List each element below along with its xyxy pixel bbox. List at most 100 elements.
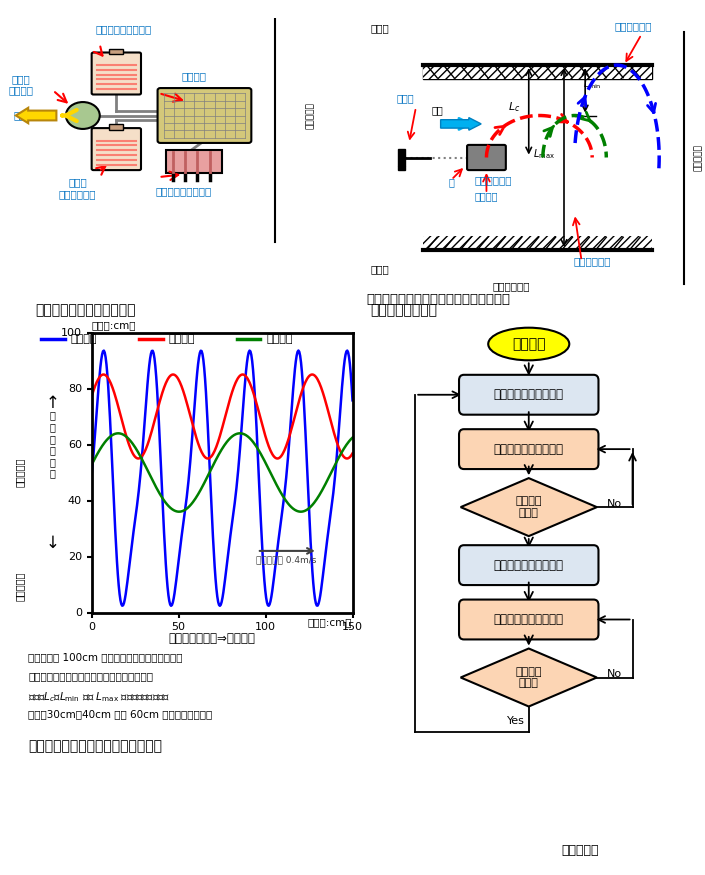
両岸制御 <box>243 358 251 368</box>
Text: $L_{\mathrm{max}}$: $L_{\mathrm{max}}$ <box>533 148 556 161</box>
Text: ロープ: ロープ <box>396 94 415 103</box>
Text: 図３　模型実験による模型の軌道例: 図３ 模型実験による模型の軌道例 <box>28 739 162 753</box>
中央制御 <box>235 428 244 438</box>
Text: 図２　制御の方式: 図２ 制御の方式 <box>370 304 437 318</box>
片岸制御 <box>248 384 257 395</box>
両岸制御 <box>248 356 257 367</box>
Text: （単位:cm）: （単位:cm） <box>92 320 136 330</box>
Text: サーボ
モーター: サーボ モーター <box>8 74 34 95</box>
中央制御 <box>244 431 252 442</box>
Text: 水
路
横
断
方
向: 水 路 横 断 方 向 <box>50 410 56 479</box>
Text: グラフは、模型の中心の移動を示す。: グラフは、模型の中心の移動を示す。 <box>28 671 153 681</box>
Text: （下流側）: （下流側） <box>306 102 314 129</box>
Text: 「片岸制御」: 「片岸制御」 <box>474 175 513 185</box>
FancyBboxPatch shape <box>459 599 599 640</box>
Text: 水草刈機: 水草刈機 <box>474 192 498 201</box>
FancyBboxPatch shape <box>92 52 141 94</box>
Text: 舵: 舵 <box>448 178 454 187</box>
Text: 片岸制御: 片岸制御 <box>168 334 195 344</box>
中央制御 <box>245 432 253 443</box>
Text: （右岸側）: （右岸側） <box>15 571 25 601</box>
片岸制御 <box>238 369 247 380</box>
FancyBboxPatch shape <box>467 145 506 170</box>
FancyBboxPatch shape <box>459 430 599 469</box>
Text: Yes: Yes <box>507 716 525 725</box>
両岸制御 <box>326 515 334 526</box>
Text: ↑: ↑ <box>46 394 60 411</box>
Text: 水路壁: 水路壁 <box>370 264 389 274</box>
Text: （下流側）: （下流側） <box>694 144 702 171</box>
中央制御 <box>175 507 183 517</box>
Text: 図１　制御システムの構成: 図１ 制御システムの構成 <box>35 304 136 318</box>
Line: 中央制御: 中央制御 <box>92 433 352 512</box>
Text: 「両岸制御」: 「両岸制御」 <box>615 21 652 31</box>
FancyBboxPatch shape <box>459 545 599 585</box>
Text: 水路縦断方向　⇒（下流）: 水路縦断方向 ⇒（下流） <box>168 632 255 645</box>
Bar <box>398 166 405 170</box>
FancyBboxPatch shape <box>459 374 599 415</box>
Text: 中央制御: 中央制御 <box>266 334 293 344</box>
片岸制御 <box>326 412 334 423</box>
中央制御 <box>309 499 317 509</box>
Bar <box>109 49 123 54</box>
Line: 両岸制御: 両岸制御 <box>92 351 352 606</box>
両岸制御 <box>309 578 317 588</box>
Bar <box>423 65 652 79</box>
Bar <box>398 149 405 166</box>
Text: 右岸向きに舵角を増加: 右岸向きに舵角を増加 <box>493 443 564 456</box>
Text: $L_c$、$L_{\mathrm{min}}$ 及び $L_{\mathrm{max}}$ はそれぞれ左岸から: $L_c$、$L_{\mathrm{min}}$ 及び $L_{\mathrm{… <box>28 690 170 704</box>
FancyArrow shape <box>441 117 482 130</box>
Text: （注）　幅 100cm の水路での実験結果である。: （注） 幅 100cm の水路での実験結果である。 <box>28 652 183 662</box>
中央制御 <box>348 432 357 443</box>
中央制御 <box>326 470 334 480</box>
Text: 水の流速約 0.4m/s: 水の流速約 0.4m/s <box>256 555 317 564</box>
Text: スタート: スタート <box>512 337 546 351</box>
Bar <box>109 124 123 130</box>
中央制御 <box>249 437 257 447</box>
片岸制御 <box>88 388 97 399</box>
Text: （左岸側）: （左岸側） <box>15 458 25 487</box>
Text: 舵角をニュートラルに: 舵角をニュートラルに <box>493 388 564 402</box>
片岸制御 <box>274 453 282 464</box>
Text: 超音波距離センサー: 超音波距離センサー <box>155 186 212 196</box>
両岸制御 <box>244 351 252 361</box>
Text: 操舵: 操舵 <box>13 110 25 121</box>
Text: $L_{\mathrm{min}}$: $L_{\mathrm{min}}$ <box>584 79 602 91</box>
FancyArrow shape <box>16 108 56 123</box>
Text: （山岡賢）: （山岡賢） <box>562 844 599 858</box>
Ellipse shape <box>488 328 570 360</box>
Text: ↓: ↓ <box>46 534 60 551</box>
Text: Yes: Yes <box>507 545 525 556</box>
両岸制御 <box>87 470 96 480</box>
両岸制御 <box>216 600 224 611</box>
Text: 図４　両岸制御のプログラムの基本構成: 図４ 両岸制御のプログラムの基本構成 <box>367 293 510 306</box>
片岸制御 <box>87 391 96 402</box>
Text: 赤外線
リフレクター: 赤外線 リフレクター <box>59 178 97 200</box>
Text: No: No <box>606 668 622 679</box>
Text: 「中央制御」: 「中央制御」 <box>573 255 611 266</box>
Text: 水路壁: 水路壁 <box>370 24 389 33</box>
Text: No: No <box>606 499 622 508</box>
片岸制御 <box>243 373 251 383</box>
両岸制御 <box>88 460 97 471</box>
Text: 30cm、40cm 及び 60cm に設定している。: 30cm、40cm 及び 60cm に設定している。 <box>28 709 212 718</box>
Text: 両岸制御: 両岸制御 <box>70 334 97 344</box>
片岸制御 <box>348 448 357 458</box>
Text: 左岸壁の
検知？: 左岸壁の 検知？ <box>515 667 542 689</box>
Bar <box>423 236 652 250</box>
Text: 制御基板: 制御基板 <box>181 71 207 81</box>
両岸制御 <box>348 396 357 406</box>
Text: $L_c$: $L_c$ <box>508 100 520 114</box>
Circle shape <box>66 102 100 129</box>
FancyBboxPatch shape <box>92 128 141 170</box>
Bar <box>423 65 652 79</box>
Line: 片岸制御: 片岸制御 <box>92 374 352 458</box>
両岸制御 <box>294 346 302 356</box>
片岸制御 <box>244 374 252 384</box>
Text: 舵角をニュートラルに: 舵角をニュートラルに <box>493 558 564 571</box>
Text: 右岸壁の
検知？: 右岸壁の 検知？ <box>515 496 542 518</box>
Bar <box>166 150 222 173</box>
Polygon shape <box>460 478 597 536</box>
片岸制御 <box>309 369 317 380</box>
Text: （単位:cm）: （単位:cm） <box>308 618 352 627</box>
